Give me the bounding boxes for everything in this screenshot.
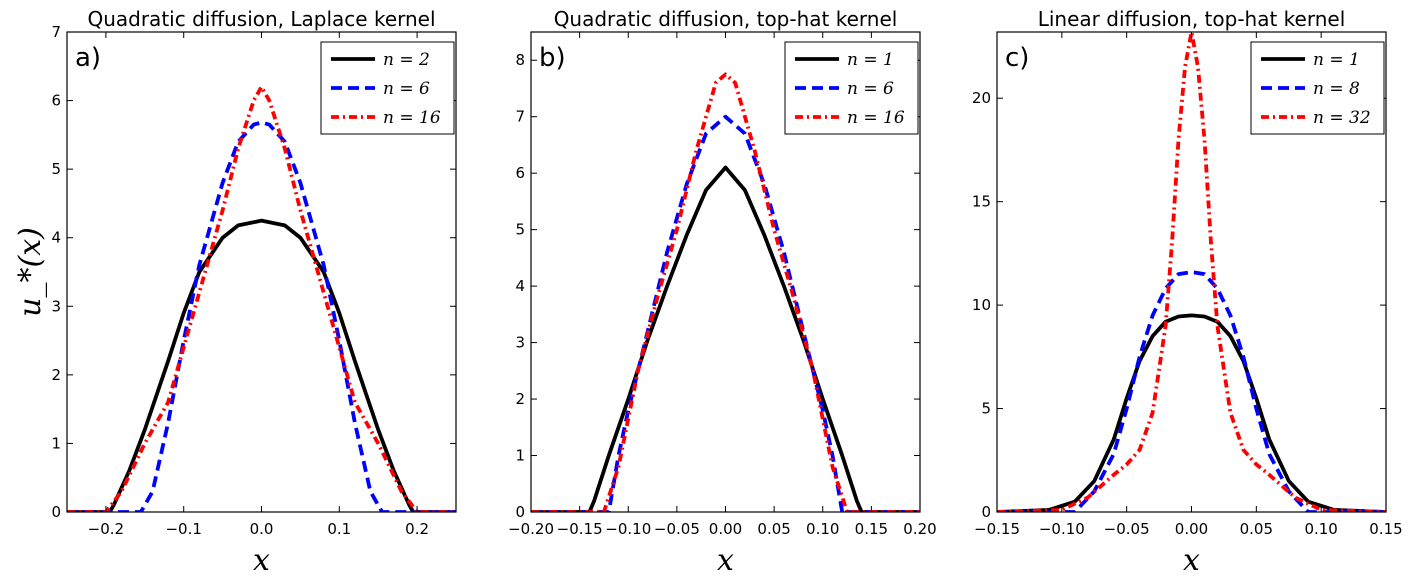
series-line-n-1 bbox=[531, 165, 920, 512]
y-tick-label: 3 bbox=[51, 297, 61, 315]
y-tick-label: 5 bbox=[51, 160, 61, 178]
x-tick-label: 0.1 bbox=[327, 520, 351, 538]
series-line-n-16 bbox=[531, 72, 920, 512]
legend-label: n = 6 bbox=[383, 79, 430, 99]
legend-label: n = 2 bbox=[383, 50, 430, 70]
series-line-n-6 bbox=[531, 114, 920, 512]
y-tick-label: 8 bbox=[515, 51, 525, 69]
y-tick-label: 1 bbox=[51, 434, 61, 452]
series-line-n-1 bbox=[997, 313, 1386, 512]
x-tick-label: 0.15 bbox=[1369, 520, 1402, 538]
chart-title: Linear diffusion, top-hat kernel bbox=[1038, 7, 1346, 31]
y-tick-label: 2 bbox=[515, 390, 525, 408]
x-tick-label: 0.2 bbox=[405, 520, 429, 538]
y-tick-label: 0 bbox=[51, 503, 61, 521]
chart-panel-1: −0.2 −0.1 0.0 0.1 0.2 0 1 2 3 4 5 6 7 Quadratic diffu… bbox=[51, 7, 457, 578]
x-axis-label: x bbox=[1183, 543, 1200, 578]
y-axis-label: u_*(x) bbox=[13, 227, 48, 317]
y-tick-label: 2 bbox=[51, 366, 61, 384]
legend: n = 2 n = 6 n = 16 bbox=[320, 41, 455, 135]
x-tick-label: −0.1 bbox=[165, 520, 201, 538]
x-tick-label: 0.0 bbox=[250, 520, 274, 538]
x-tick-label: 0.20 bbox=[903, 520, 936, 538]
legend-label: n = 16 bbox=[383, 108, 441, 128]
chart-title: Quadratic diffusion, top-hat kernel bbox=[554, 7, 898, 31]
y-tick-label: 0 bbox=[515, 503, 525, 521]
x-tick-label: −0.05 bbox=[1104, 520, 1150, 538]
y-tick-label: 1 bbox=[515, 447, 525, 465]
y-tick-label: 7 bbox=[51, 23, 61, 41]
x-tick-label: 0.10 bbox=[1304, 520, 1337, 538]
x-tick-label: −0.15 bbox=[974, 520, 1020, 538]
chart-title: Quadratic diffusion, Laplace kernel bbox=[87, 7, 435, 31]
x-tick-label: −0.10 bbox=[1039, 520, 1085, 538]
panel-label: a) bbox=[75, 43, 101, 73]
x-tick-label: −0.10 bbox=[605, 520, 651, 538]
panel-label: c) bbox=[1005, 43, 1029, 73]
y-tick-label: 7 bbox=[515, 108, 525, 126]
legend-label: n = 8 bbox=[1313, 79, 1360, 99]
x-axis-label: x bbox=[717, 543, 734, 578]
chart-panel-3: −0.15 −0.10 −0.05 0.00 0.05 0.10 0.15 0 5 10 15 20 L… bbox=[972, 7, 1403, 578]
legend-label: n = 32 bbox=[1313, 108, 1371, 128]
x-tick-label: 0.10 bbox=[806, 520, 839, 538]
legend: n = 1 n = 6 n = 16 bbox=[784, 41, 919, 135]
y-tick-label: 5 bbox=[515, 221, 525, 239]
y-tick-label: 3 bbox=[515, 334, 525, 352]
legend-label: n = 6 bbox=[847, 79, 894, 99]
x-tick-label: −0.20 bbox=[508, 520, 554, 538]
x-tick-label: −0.15 bbox=[557, 520, 603, 538]
x-axis-label: x bbox=[253, 543, 270, 578]
chart-panel-2: −0.20 −0.15 −0.10 −0.05 0.00 0.05 0.10 0.15 0.20… bbox=[508, 7, 937, 578]
y-tick-label: 4 bbox=[51, 229, 61, 247]
y-tick-label: 5 bbox=[981, 400, 991, 418]
y-tick-label: 10 bbox=[972, 296, 991, 314]
y-tick-label: 6 bbox=[515, 164, 525, 182]
x-tick-label: −0.2 bbox=[88, 520, 124, 538]
x-tick-label: 0.00 bbox=[1175, 520, 1208, 538]
x-tick-label: 0.00 bbox=[709, 520, 742, 538]
x-tick-label: 0.15 bbox=[855, 520, 888, 538]
x-tick-label: −0.05 bbox=[654, 520, 700, 538]
legend-label: n = 1 bbox=[847, 50, 894, 70]
legend-label: n = 16 bbox=[847, 108, 905, 128]
series-line-n-32 bbox=[997, 32, 1386, 512]
series-line-n-6 bbox=[67, 120, 456, 512]
legend-label: n = 1 bbox=[1313, 50, 1360, 70]
y-tick-label: 20 bbox=[972, 89, 991, 107]
legend: n = 1 n = 8 n = 32 bbox=[1250, 41, 1385, 135]
x-tick-label: 0.05 bbox=[1240, 520, 1273, 538]
x-tick-label: 0.05 bbox=[757, 520, 790, 538]
series-line-n-2 bbox=[67, 218, 456, 512]
panel-label: b) bbox=[539, 43, 566, 73]
y-tick-label: 6 bbox=[51, 92, 61, 110]
y-tick-label: 4 bbox=[515, 277, 525, 295]
series-line-n-16 bbox=[67, 85, 456, 512]
y-tick-label: 15 bbox=[972, 193, 991, 211]
series-line-n-8 bbox=[997, 270, 1386, 512]
y-tick-label: 0 bbox=[981, 503, 991, 521]
